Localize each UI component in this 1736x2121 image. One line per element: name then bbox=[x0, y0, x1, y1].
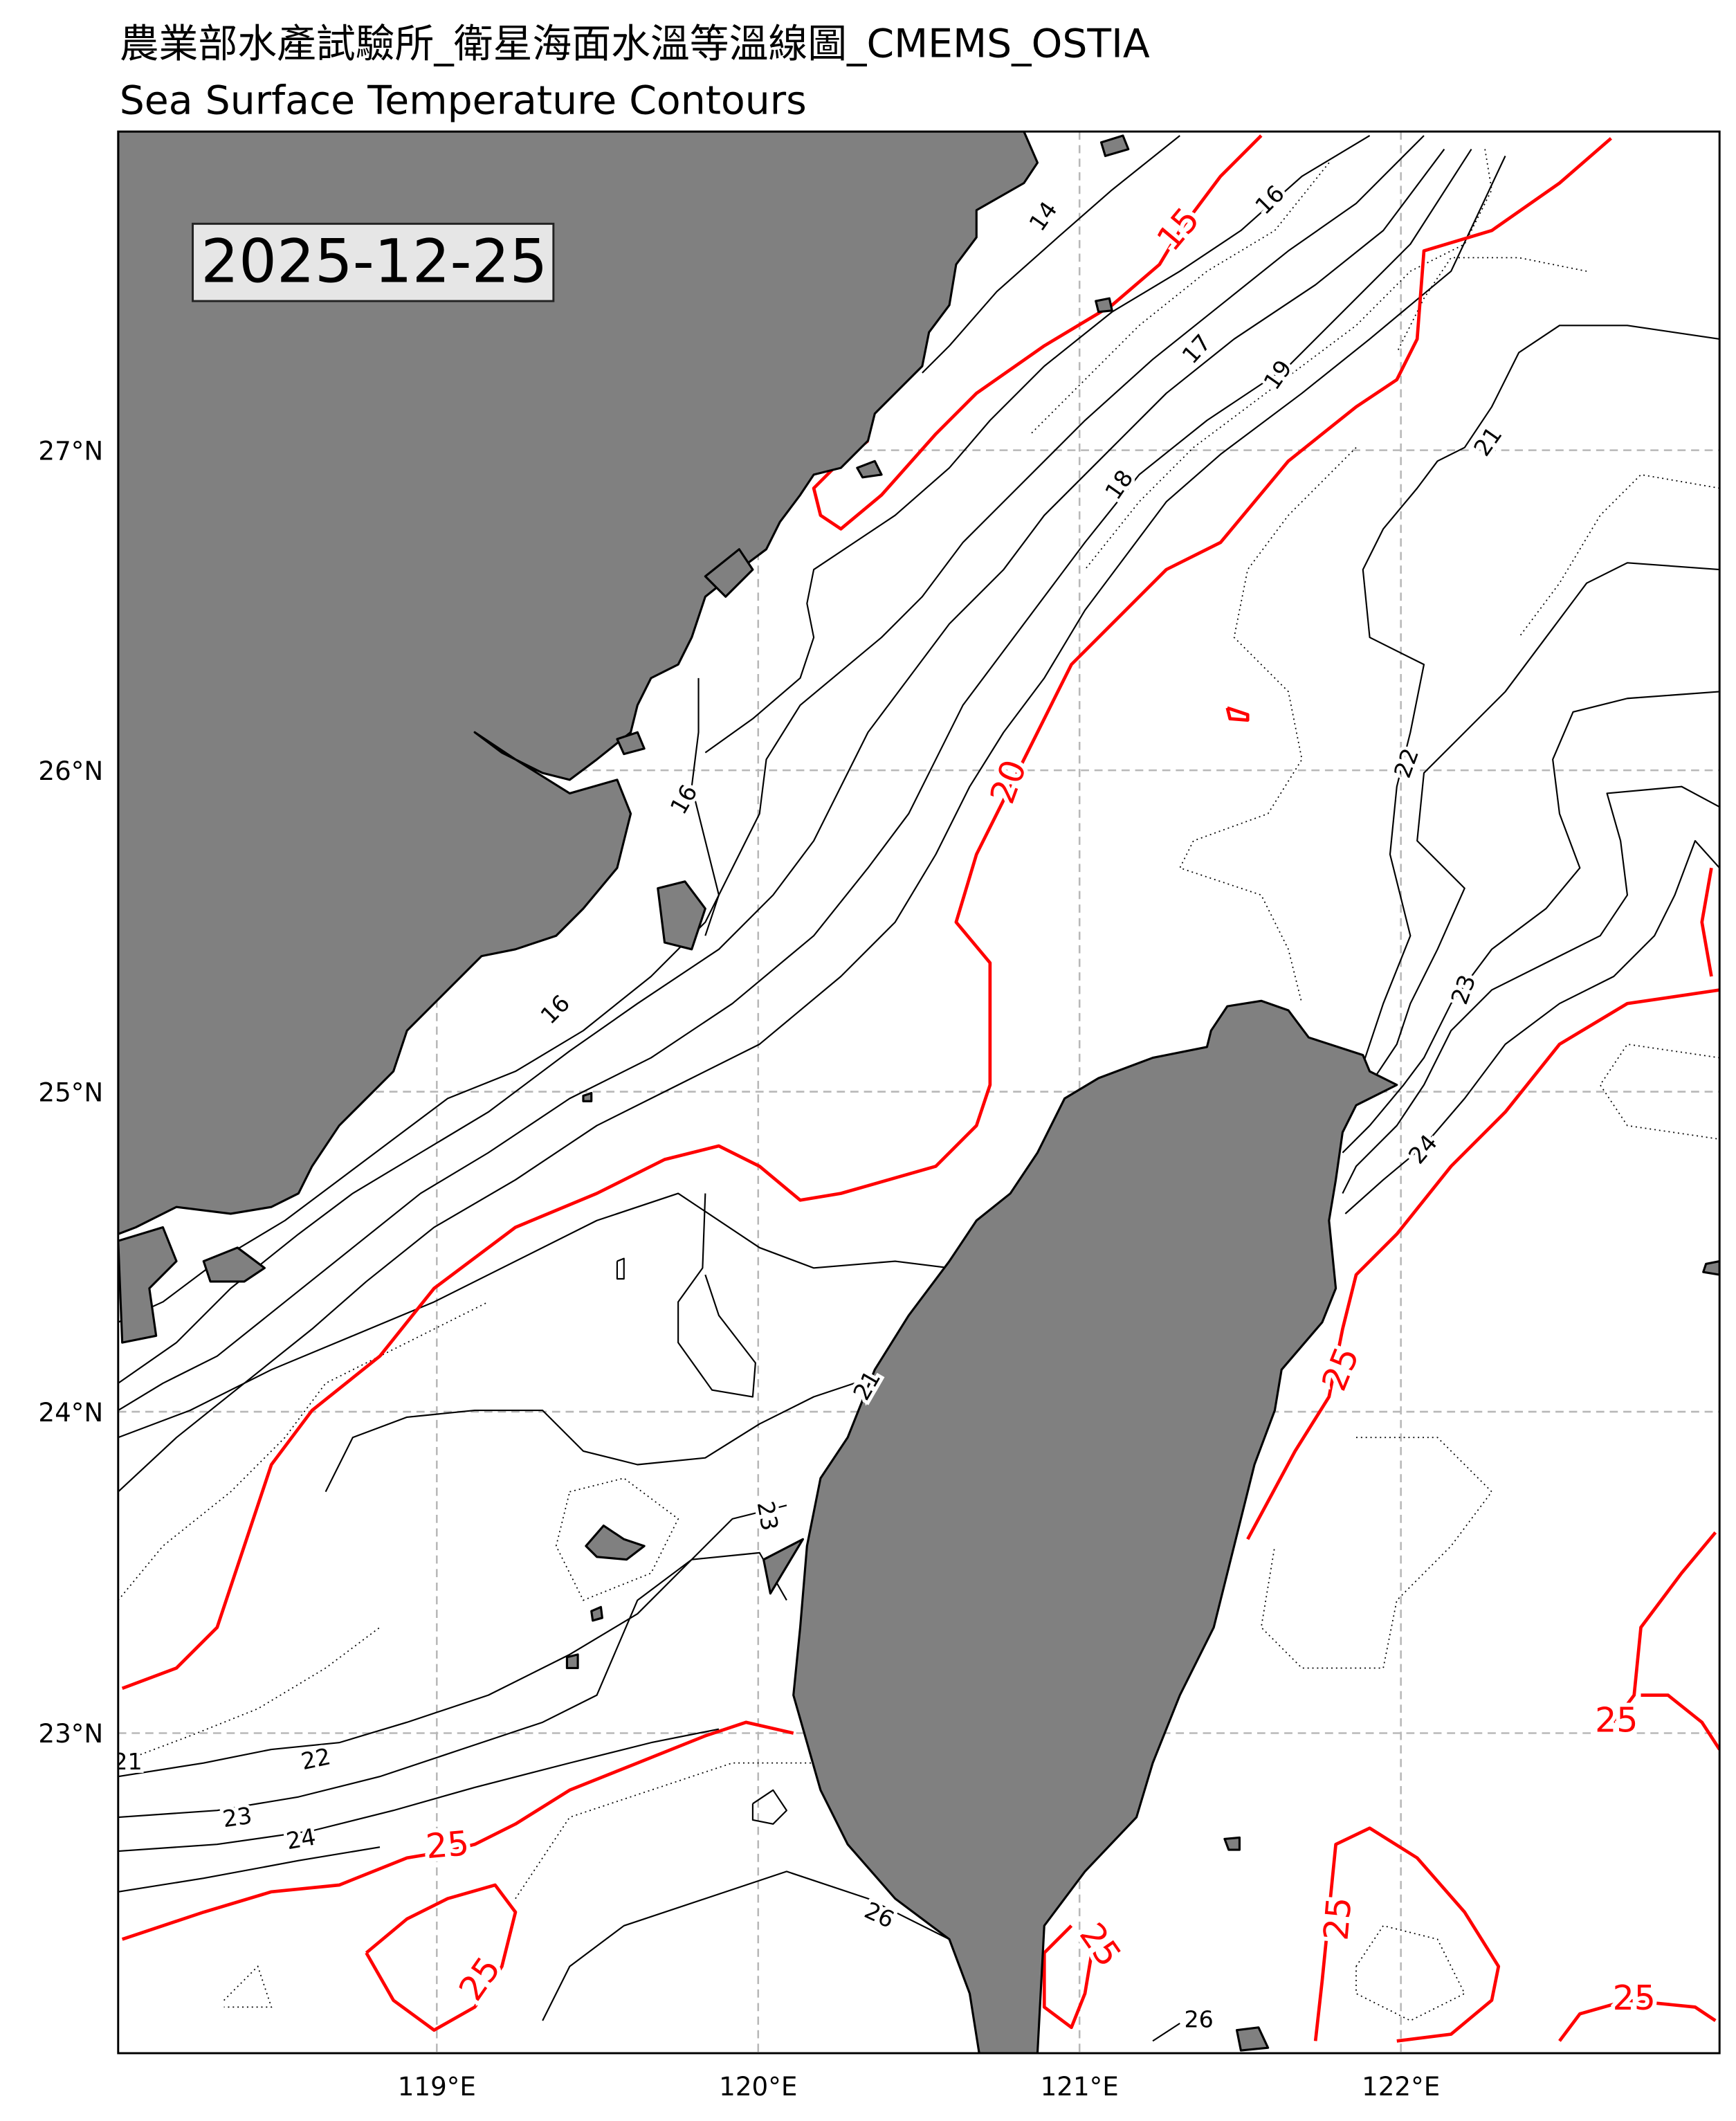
island bbox=[582, 1091, 593, 1102]
map-frame bbox=[117, 130, 1721, 2055]
china-mainland bbox=[118, 131, 1039, 1235]
x-tick-label: 119°E bbox=[398, 2071, 476, 2102]
land-masses bbox=[118, 131, 1720, 2054]
contour-label: 26 bbox=[1184, 2005, 1213, 2032]
island bbox=[616, 731, 646, 756]
dotted-contour-lines bbox=[118, 149, 1720, 2021]
taiwan-island bbox=[792, 999, 1398, 2054]
contour-label-highlight: 25 bbox=[1595, 1700, 1638, 1740]
island bbox=[118, 1226, 178, 1344]
island bbox=[590, 1605, 603, 1622]
contour-label-highlight: 25 bbox=[424, 1823, 470, 1866]
island bbox=[1095, 297, 1113, 313]
x-tick-label: 120°E bbox=[719, 2071, 797, 2102]
island bbox=[856, 459, 883, 479]
x-tick-label: 121°E bbox=[1041, 2071, 1119, 2102]
y-tick-label: 23°N bbox=[38, 1718, 103, 1749]
island bbox=[657, 880, 706, 951]
island bbox=[1223, 1836, 1241, 1851]
y-tick-label: 27°N bbox=[38, 435, 103, 466]
island bbox=[704, 548, 754, 598]
figure-title: 農業部水產試驗所_衛星海面水溫等溫線圖_CMEMS_OSTIA bbox=[120, 21, 1150, 66]
island bbox=[202, 1246, 266, 1283]
figure-subtitle: Sea Surface Temperature Contours bbox=[120, 78, 807, 124]
contour-label: 23 bbox=[752, 1499, 784, 1533]
map-date: 2025-12-25 bbox=[201, 228, 547, 297]
island bbox=[762, 1538, 805, 1595]
island bbox=[1702, 1259, 1720, 1276]
highlight-contour-lines bbox=[121, 134, 1720, 2043]
island bbox=[1100, 134, 1130, 157]
date-label-box: 2025-12-25 bbox=[192, 222, 555, 302]
y-tick-label: 24°N bbox=[38, 1397, 103, 1428]
y-axis-ticks: 27°N 26°N 25°N 24°N 23°N bbox=[38, 435, 103, 1749]
x-axis-ticks: 119°E 120°E 121°E 122°E bbox=[398, 2071, 1441, 2102]
island bbox=[1235, 2026, 1270, 2052]
contour-label-highlight: 25 bbox=[1613, 1978, 1656, 2018]
contour-label-highlight: 25 bbox=[1316, 1895, 1359, 1942]
contour-label: 23 bbox=[221, 1802, 253, 1833]
island bbox=[565, 1653, 579, 1670]
y-tick-label: 25°N bbox=[38, 1077, 103, 1107]
contour-lines bbox=[118, 135, 1720, 2042]
y-tick-label: 26°N bbox=[38, 756, 103, 786]
contour-label: 24 bbox=[284, 1823, 318, 1855]
contour-label: 21 bbox=[113, 1748, 142, 1775]
x-tick-label: 122°E bbox=[1362, 2071, 1440, 2102]
island bbox=[585, 1524, 646, 1561]
